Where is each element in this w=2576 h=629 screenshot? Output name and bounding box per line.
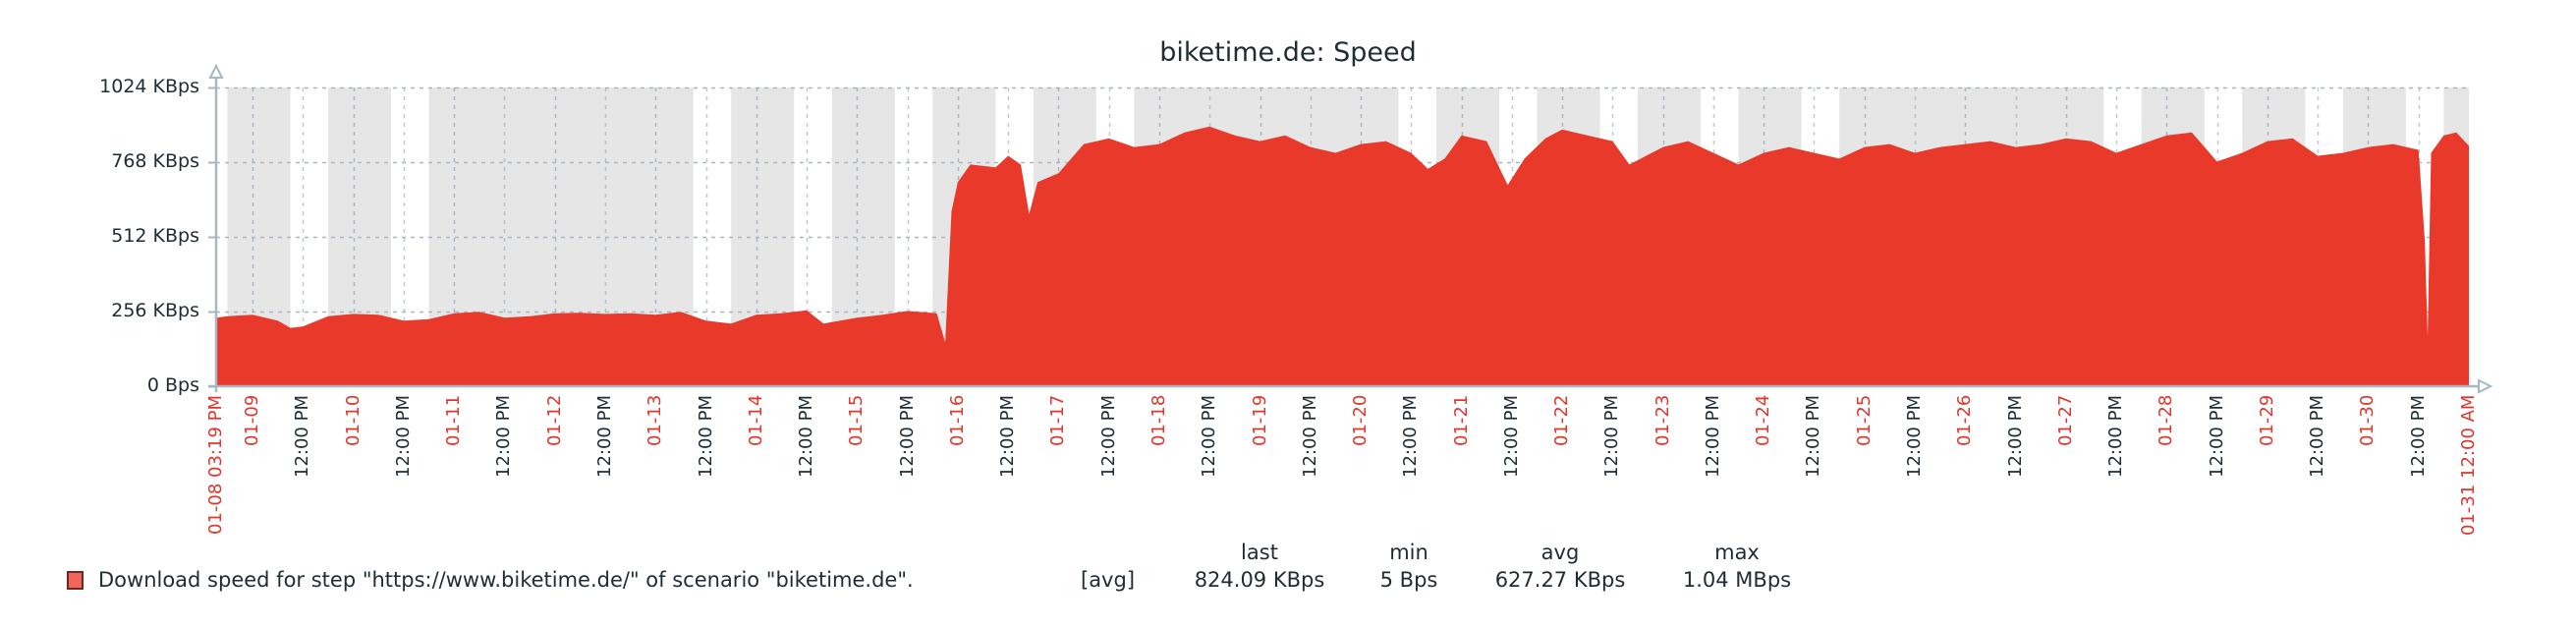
y-tick-label: 0 Bps (146, 374, 199, 396)
legend-item-function: [avg] (1081, 568, 1136, 592)
y-tick-label: 768 KBps (111, 150, 199, 172)
legend-header-avg: avg (1540, 541, 1580, 564)
legend-value-avg: 627.27 KBps (1494, 568, 1626, 592)
legend-header-min: min (1389, 541, 1428, 564)
y-axis-arrow-icon (208, 63, 224, 79)
legend-header-last: last (1241, 541, 1278, 564)
y-tick-label: 256 KBps (111, 300, 199, 321)
y-tick-label: 512 KBps (111, 225, 199, 247)
axes (208, 63, 2493, 394)
legend-value-last: 824.09 KBps (1194, 568, 1325, 592)
y-tick-label: 1024 KBps (99, 76, 199, 97)
legend-swatch (67, 571, 84, 590)
axis-ticks (208, 86, 216, 388)
legend-header-max: max (1714, 541, 1760, 564)
legend-value-max: 1.04 MBps (1682, 568, 1792, 592)
chart-title: biketime.de: Speed (1159, 37, 1417, 68)
download-speed-area (216, 126, 2469, 387)
working-time-band (216, 87, 228, 386)
x-axis-arrow-icon (2478, 378, 2493, 394)
y-axis-labels: 0 Bps 256 KBps 512 KBps 768 KBps 1024 KBps (0, 0, 199, 629)
legend-value-min: 5 Bps (1379, 568, 1438, 592)
legend-item-label: Download speed for step "https://www.bik… (98, 568, 914, 592)
